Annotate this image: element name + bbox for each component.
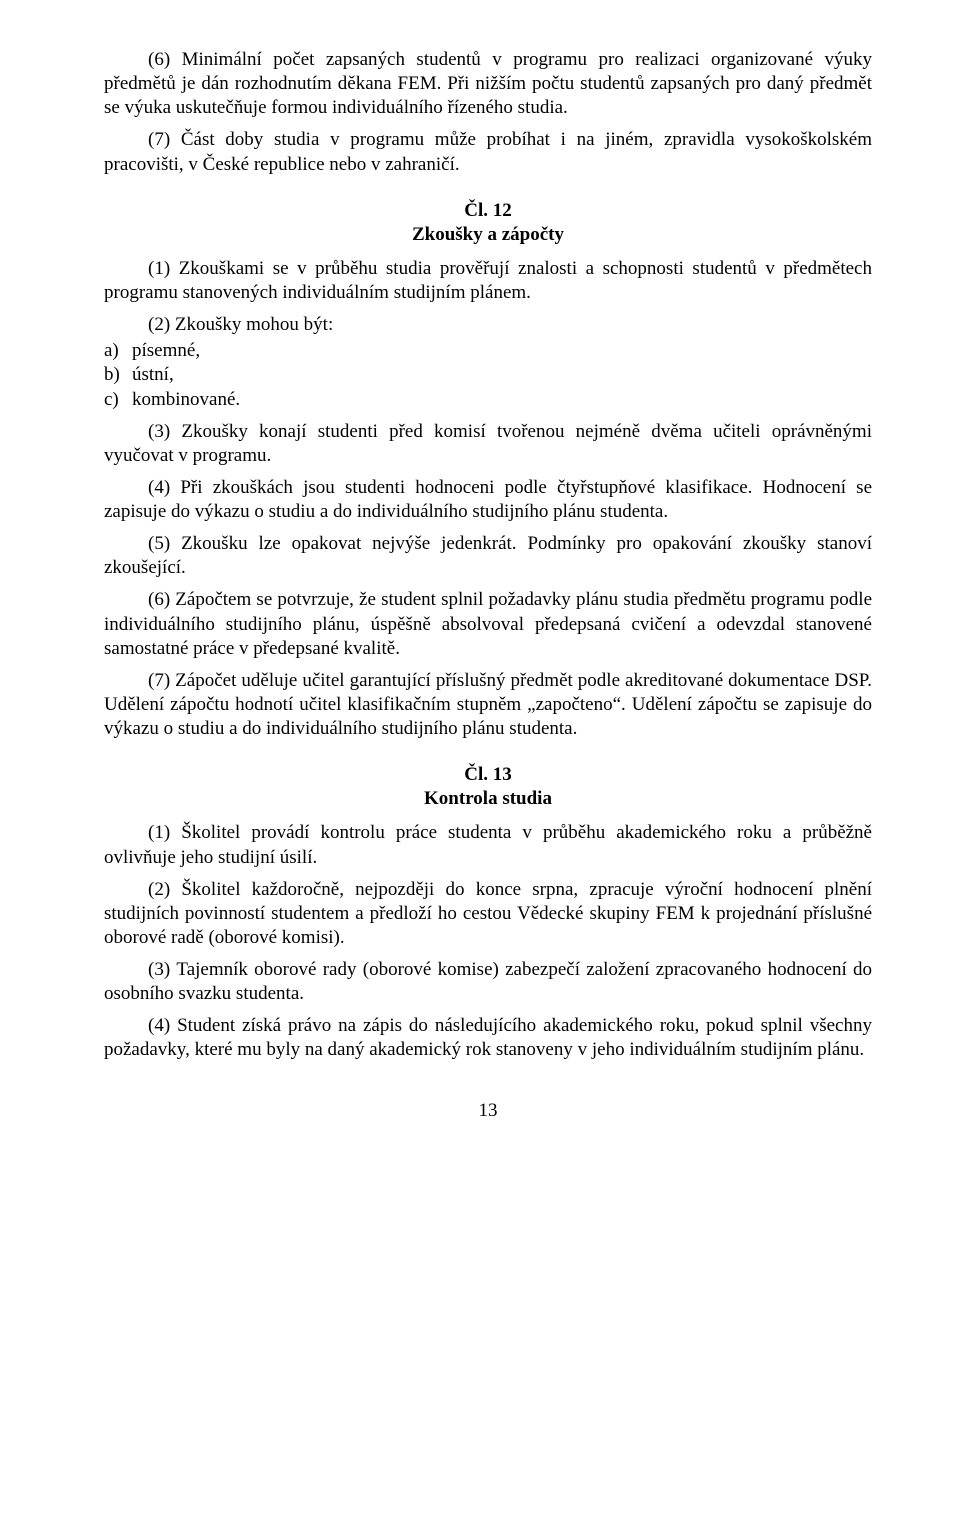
list-item: c) kombinované. xyxy=(104,388,872,412)
paragraph: (2) Zkoušky mohou být: xyxy=(104,313,872,337)
paragraph: (2) Školitel každoročně, nejpozději do k… xyxy=(104,878,872,950)
paragraph: (7) Část doby studia v programu může pro… xyxy=(104,128,872,176)
article-title: Kontrola studia xyxy=(104,787,872,811)
page-number: 13 xyxy=(104,1099,872,1123)
list-marker: c) xyxy=(104,388,132,412)
list-marker: b) xyxy=(104,363,132,387)
paragraph: (1) Školitel provádí kontrolu práce stud… xyxy=(104,821,872,869)
list-marker: a) xyxy=(104,339,132,363)
list-item: a) písemné, xyxy=(104,339,872,363)
article-number: Čl. 12 xyxy=(104,199,872,223)
document-page: (6) Minimální počet zapsaných studentů v… xyxy=(0,0,960,1539)
paragraph: (5) Zkoušku lze opakovat nejvýše jedenkr… xyxy=(104,532,872,580)
paragraph: (6) Minimální počet zapsaných studentů v… xyxy=(104,48,872,120)
paragraph: (3) Zkoušky konají studenti před komisí … xyxy=(104,420,872,468)
paragraph: (1) Zkouškami se v průběhu studia prověř… xyxy=(104,257,872,305)
article-title: Zkoušky a zápočty xyxy=(104,223,872,247)
list-item-text: písemné, xyxy=(132,339,872,363)
paragraph: (4) Při zkouškách jsou studenti hodnocen… xyxy=(104,476,872,524)
list-item: b) ústní, xyxy=(104,363,872,387)
list-item-text: ústní, xyxy=(132,363,872,387)
paragraph: (4) Student získá právo na zápis do násl… xyxy=(104,1014,872,1062)
article-number: Čl. 13 xyxy=(104,763,872,787)
paragraph: (7) Zápočet uděluje učitel garantující p… xyxy=(104,669,872,741)
list-item-text: kombinované. xyxy=(132,388,872,412)
paragraph: (3) Tajemník oborové rady (oborové komis… xyxy=(104,958,872,1006)
paragraph: (6) Zápočtem se potvrzuje, že student sp… xyxy=(104,588,872,660)
ordered-list: a) písemné, b) ústní, c) kombinované. xyxy=(104,339,872,411)
